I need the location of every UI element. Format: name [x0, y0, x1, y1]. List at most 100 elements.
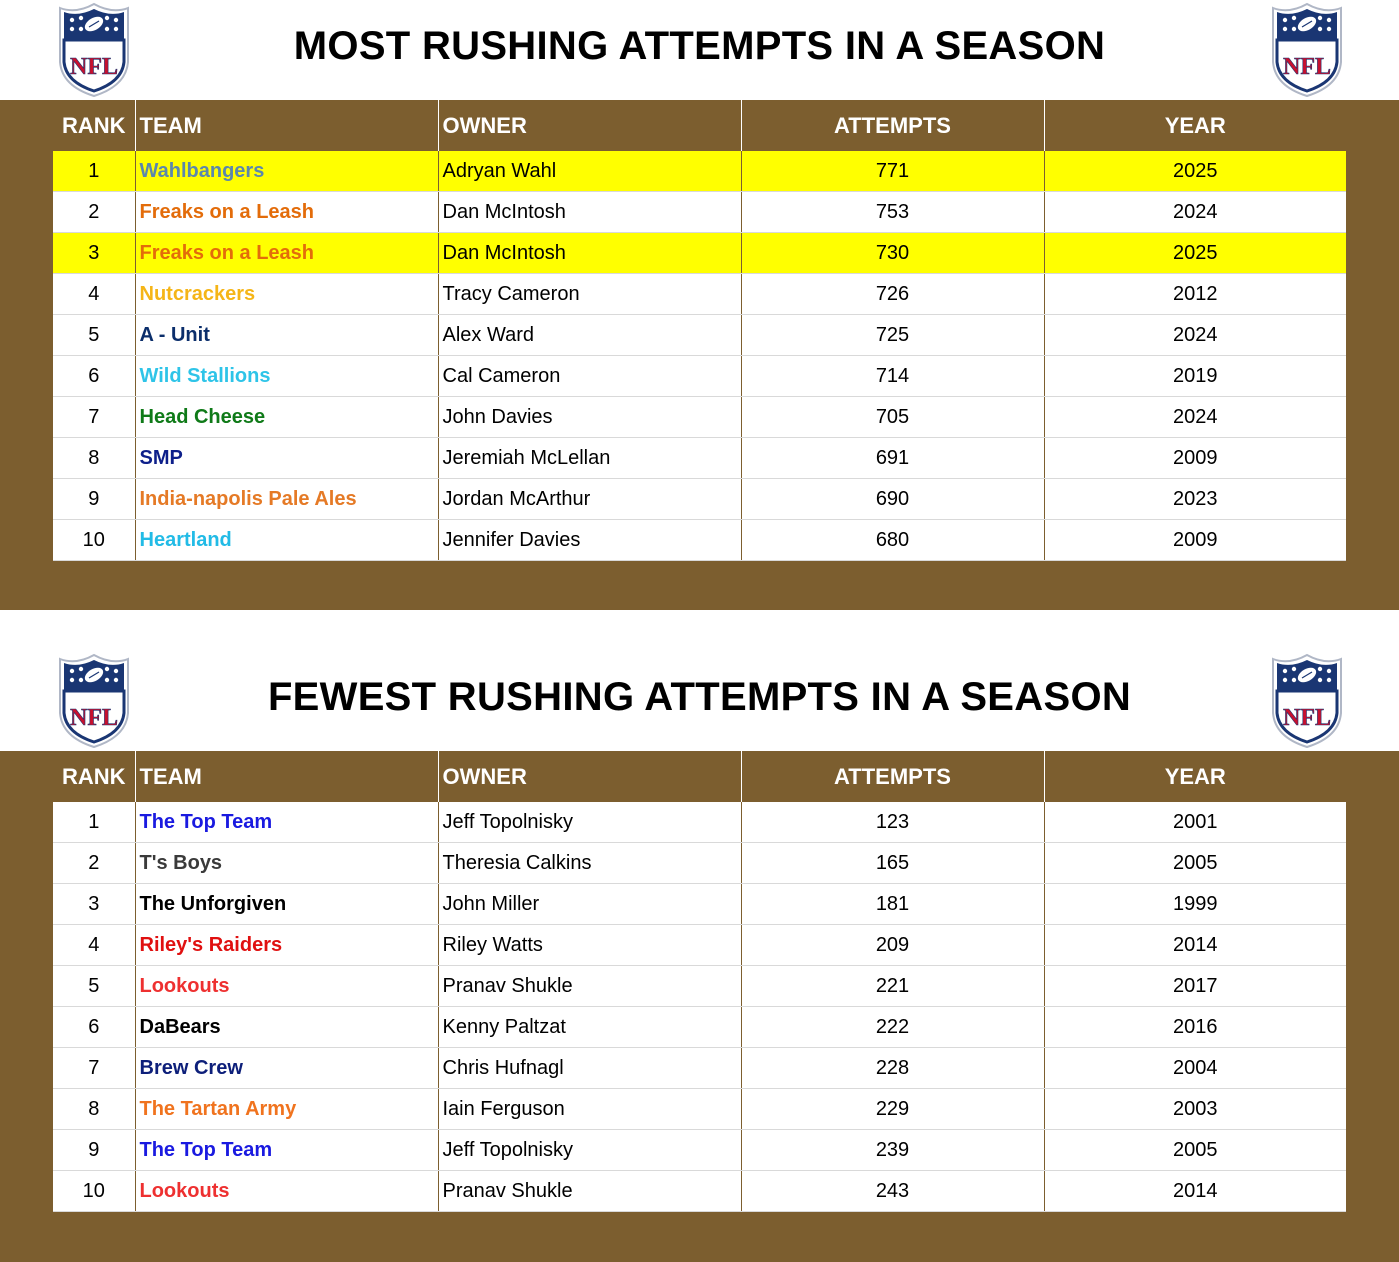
- attempts-cell: 690: [741, 478, 1045, 520]
- owner-cell: Kenny Paltzat: [438, 1006, 742, 1048]
- year-cell: 2024: [1044, 396, 1346, 438]
- table-row: 7 Head Cheese John Davies 705 2024: [53, 396, 1346, 438]
- year-cell: 2009: [1044, 519, 1346, 561]
- section-title: FEWEST RUSHING ATTEMPTS IN A SEASON: [267, 675, 1132, 719]
- attempts-cell: 714: [741, 355, 1045, 397]
- year-header: YEAR: [1164, 112, 1226, 138]
- table-row: 6 Wild Stallions Cal Cameron 714 2019: [53, 355, 1346, 397]
- owner-cell: Jennifer Davies: [438, 519, 742, 561]
- attempts-cell: 243: [741, 1170, 1045, 1212]
- year-cell: 2003: [1044, 1088, 1346, 1130]
- attempts-cell: 730: [741, 232, 1045, 274]
- owner-header: OWNER: [438, 100, 742, 151]
- year-cell: 2016: [1044, 1006, 1346, 1048]
- attempts-cell: 229: [741, 1088, 1045, 1130]
- team-cell: Freaks on a Leash: [135, 191, 439, 233]
- table-row: 9 India-napolis Pale Ales Jordan McArthur 6…: [53, 478, 1346, 520]
- rank-header: RANK: [53, 751, 136, 802]
- table-row: 8 The Tartan Army Iain Ferguson 229 2003: [53, 1088, 1346, 1130]
- rank-cell: 10: [53, 519, 136, 561]
- table-body: 1 The Top Team Jeff Topolnisky 123 2001 2 T's …: [53, 802, 1346, 1212]
- table-row: 10 Heartland Jennifer Davies 680 2009: [53, 519, 1346, 561]
- owner-cell: Jordan McArthur: [438, 478, 742, 520]
- team-cell: T's Boys: [135, 842, 439, 884]
- rank-cell: 5: [53, 314, 136, 356]
- team-cell: Head Cheese: [135, 396, 439, 438]
- owner-cell: Dan McIntosh: [438, 232, 742, 274]
- year-cell: 2005: [1044, 1129, 1346, 1171]
- header-row: RANK TEAM OWNER ATTEMPTS YEAR: [53, 100, 1346, 151]
- table-row: 4 Nutcrackers Tracy Cameron 726 2012: [53, 273, 1346, 315]
- table-row: 6 DaBears Kenny Paltzat 222 2016: [53, 1006, 1346, 1048]
- year-cell: 2012: [1044, 273, 1346, 315]
- team-cell: Lookouts: [135, 965, 439, 1007]
- year-cell: 2019: [1044, 355, 1346, 397]
- table-row: 5 Lookouts Pranav Shukle 221 2017: [53, 965, 1346, 1007]
- attempts-cell: 209: [741, 924, 1045, 966]
- owner-cell: Tracy Cameron: [438, 273, 742, 315]
- year-cell: 2014: [1044, 924, 1346, 966]
- rank-cell: 8: [53, 437, 136, 479]
- owner-cell: Jeff Topolnisky: [438, 1129, 742, 1171]
- table-row: 1 Wahlbangers Adryan Wahl 771 2025: [53, 151, 1346, 192]
- team-cell: The Unforgiven: [135, 883, 439, 925]
- attempts-cell: 771: [741, 151, 1045, 192]
- attempts-cell: 123: [741, 802, 1045, 843]
- year-cell: 2025: [1044, 151, 1346, 192]
- table-row: 8 SMP Jeremiah McLellan 691 2009: [53, 437, 1346, 479]
- team-cell: Wahlbangers: [135, 151, 439, 192]
- team-cell: Brew Crew: [135, 1047, 439, 1089]
- table-row: 7 Brew Crew Chris Hufnagl 228 2004: [53, 1047, 1346, 1089]
- attempts-cell: 680: [741, 519, 1045, 561]
- year-header: YEAR: [1164, 763, 1226, 789]
- fewest-attempts-section: FEWEST RUSHING ATTEMPTS IN A SEASON RANK…: [0, 651, 1399, 1262]
- team-cell: SMP: [135, 437, 439, 479]
- attempts-cell: 239: [741, 1129, 1045, 1171]
- rank-cell: 3: [53, 232, 136, 274]
- attempts-cell: 726: [741, 273, 1045, 315]
- header-row: RANK TEAM OWNER ATTEMPTS YEAR: [53, 751, 1346, 802]
- year-cell: 2014: [1044, 1170, 1346, 1212]
- owner-cell: Dan McIntosh: [438, 191, 742, 233]
- table-panel: RANK TEAM OWNER ATTEMPTS YEAR 1 The Top T…: [0, 751, 1399, 1262]
- nfl-logo-icon: [1269, 2, 1345, 98]
- rank-cell: 1: [53, 802, 136, 843]
- attempts-header: ATTEMPTS: [741, 100, 1045, 151]
- owner-cell: Iain Ferguson: [438, 1088, 742, 1130]
- title-bar: FEWEST RUSHING ATTEMPTS IN A SEASON: [0, 651, 1399, 751]
- rank-cell: 10: [53, 1170, 136, 1212]
- year-cell: 2024: [1044, 191, 1346, 233]
- rank-cell: 2: [53, 191, 136, 233]
- team-cell: Heartland: [135, 519, 439, 561]
- team-cell: The Top Team: [135, 1129, 439, 1171]
- rank-cell: 6: [53, 355, 136, 397]
- table-row: 2 T's Boys Theresia Calkins 165 2005: [53, 842, 1346, 884]
- attempts-cell: 691: [741, 437, 1045, 479]
- rank-cell: 7: [53, 396, 136, 438]
- year-cell: 2001: [1044, 802, 1346, 843]
- records-table: RANK TEAM OWNER ATTEMPTS YEAR 1 Wahlbange…: [53, 100, 1346, 561]
- owner-cell: John Davies: [438, 396, 742, 438]
- owner-cell: Pranav Shukle: [438, 965, 742, 1007]
- owner-cell: Jeremiah McLellan: [438, 437, 742, 479]
- nfl-logo-icon: [1269, 653, 1345, 749]
- table-body: 1 Wahlbangers Adryan Wahl 771 2025 2 Freaks on…: [53, 151, 1346, 561]
- rank-cell: 8: [53, 1088, 136, 1130]
- team-cell: A - Unit: [135, 314, 439, 356]
- year-cell: 2023: [1044, 478, 1346, 520]
- rank-cell: 4: [53, 924, 136, 966]
- year-cell: 2025: [1044, 232, 1346, 274]
- rank-cell: 6: [53, 1006, 136, 1048]
- table-row: 1 The Top Team Jeff Topolnisky 123 2001: [53, 802, 1346, 843]
- team-cell: Freaks on a Leash: [135, 232, 439, 274]
- team-header: TEAM: [135, 751, 439, 802]
- year-cell: 1999: [1044, 883, 1346, 925]
- rank-cell: 9: [53, 1129, 136, 1171]
- owner-cell: Riley Watts: [438, 924, 742, 966]
- owner-cell: Cal Cameron: [438, 355, 742, 397]
- table-row: 2 Freaks on a Leash Dan McIntosh 753 2024: [53, 191, 1346, 233]
- records-table: RANK TEAM OWNER ATTEMPTS YEAR 1 The Top T…: [53, 751, 1346, 1212]
- year-cell: 2009: [1044, 437, 1346, 479]
- year-cell: 2024: [1044, 314, 1346, 356]
- team-cell: The Top Team: [135, 802, 439, 843]
